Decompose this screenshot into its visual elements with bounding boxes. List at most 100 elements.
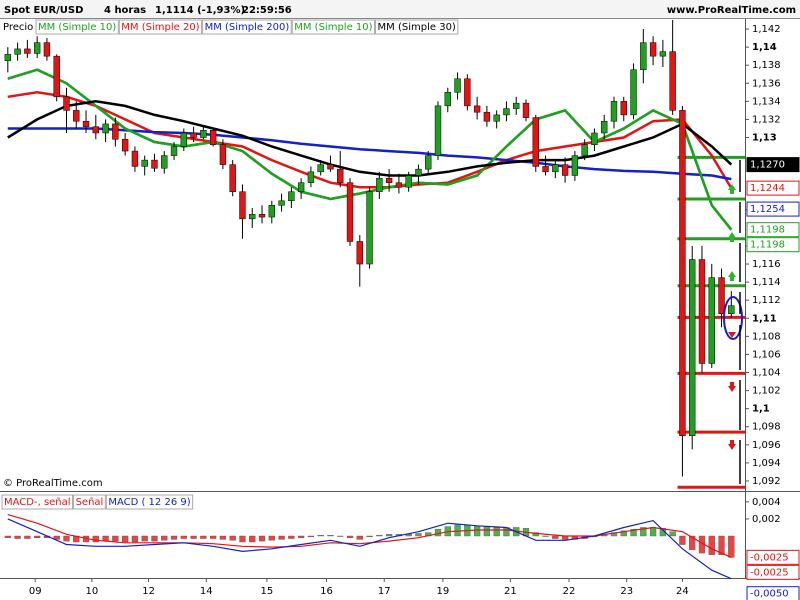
legend-box — [202, 19, 292, 35]
candle-body — [82, 120, 90, 127]
last-value-label-box — [746, 237, 800, 253]
candle-body — [141, 159, 148, 167]
candle-body — [121, 139, 129, 152]
candle-body — [542, 166, 549, 173]
x-tick-label: 10 — [86, 586, 99, 597]
candle-body — [444, 92, 451, 107]
candle-body — [239, 191, 246, 220]
y-tick-label: 1,13 — [752, 133, 777, 144]
candle-body — [190, 132, 197, 138]
macd-bar — [356, 535, 363, 540]
x-tick-label: 16 — [320, 586, 333, 597]
macd-last-label-box — [746, 586, 800, 600]
macd-bar — [34, 535, 41, 538]
last-value-label: 1,1244 — [750, 183, 785, 194]
macd-bar — [14, 535, 21, 539]
candle-body — [669, 51, 676, 111]
candle-body — [405, 175, 412, 188]
macd-bar — [630, 528, 637, 537]
legend-entry: MM (Simple 30) — [378, 22, 456, 33]
macd-bar — [219, 535, 227, 540]
candle-body — [180, 132, 187, 147]
legend-box — [375, 19, 459, 35]
macd-last-label: -0,0050 — [750, 589, 789, 600]
y-tick-label: 1,138 — [752, 60, 781, 71]
candle-body — [425, 155, 432, 170]
macd-bar — [190, 535, 197, 539]
candle-body — [53, 55, 60, 98]
moving-average — [7, 91, 733, 189]
macd-legend-box — [1, 494, 74, 510]
legend-box — [35, 19, 119, 35]
y-tick-label: 1,104 — [752, 368, 781, 379]
period: 4 horas — [104, 5, 146, 16]
macd-last-label-box — [746, 564, 800, 580]
y-tick-label: 1,116 — [752, 259, 781, 270]
site: www.ProRealTime.com — [667, 5, 796, 16]
candle-body — [24, 48, 31, 54]
candle-body — [14, 48, 21, 55]
last-value-label: 1,1198 — [750, 225, 785, 236]
candle-body — [513, 102, 520, 109]
macd-bar — [112, 535, 119, 542]
macd-last-label: -0,0025 — [750, 552, 789, 563]
macd-bar — [708, 535, 715, 555]
candle-body — [288, 191, 295, 202]
candle-body — [630, 69, 637, 116]
legend-entry: MM (Simple 10) — [294, 22, 372, 33]
macd-bar — [620, 530, 627, 537]
legend-entry: MM (Simple 10) — [38, 22, 116, 33]
candle-body — [268, 205, 275, 218]
candle-body — [464, 78, 471, 107]
plot — [4, 20, 745, 489]
candle-body — [620, 101, 627, 116]
time: 22:59:56 — [242, 5, 292, 16]
y-tick-label: 1,114 — [752, 277, 781, 288]
macd-last-label-box — [746, 549, 800, 565]
y-tick-label: 1,106 — [752, 349, 781, 360]
moving-average — [7, 68, 733, 231]
candle-body — [4, 54, 12, 61]
candle-body — [258, 214, 266, 218]
macd-bar — [122, 535, 129, 543]
header-bar — [0, 0, 800, 18]
x-tick-label: 21 — [504, 586, 517, 597]
candle-body — [170, 146, 178, 156]
macd-bar — [473, 525, 481, 537]
macd-bar — [327, 534, 334, 537]
y-tick-label: 1,11 — [752, 313, 777, 324]
candle-body — [718, 277, 725, 315]
macd-bar — [366, 535, 373, 538]
candle-body — [249, 214, 256, 220]
macd-bar — [4, 535, 11, 538]
candle-body — [581, 144, 588, 156]
candle-body — [337, 168, 344, 183]
symbol: Spot EUR/USD — [4, 5, 83, 16]
macd-bar — [210, 535, 217, 539]
candle-body — [346, 182, 354, 242]
x-tick-label: 12 — [142, 586, 155, 597]
legend-entry: MM (Simple 200) — [205, 22, 290, 33]
y-tick-label: 1,102 — [752, 386, 781, 397]
moving-average — [7, 100, 733, 177]
last-value-label-box — [746, 180, 800, 196]
macd-bar — [640, 527, 647, 537]
last-value-label-box — [746, 201, 800, 217]
macd-bar — [53, 535, 60, 540]
candle-body — [376, 177, 383, 192]
candle-body — [33, 42, 41, 54]
candle-body — [610, 101, 618, 122]
macd-bar — [102, 535, 109, 542]
macd-bar — [689, 535, 696, 550]
macd-line — [7, 518, 732, 580]
y-tick-label: 1,112 — [752, 295, 781, 306]
last-value-label-box — [746, 222, 800, 238]
y-tick-label: 1,092 — [752, 476, 781, 487]
macd-bar — [229, 535, 236, 541]
y-tick-label: 1,142 — [752, 24, 781, 35]
candle-body — [102, 123, 109, 134]
macd-bar — [718, 535, 725, 555]
macd-bar — [161, 535, 168, 541]
candle-body — [591, 132, 598, 145]
